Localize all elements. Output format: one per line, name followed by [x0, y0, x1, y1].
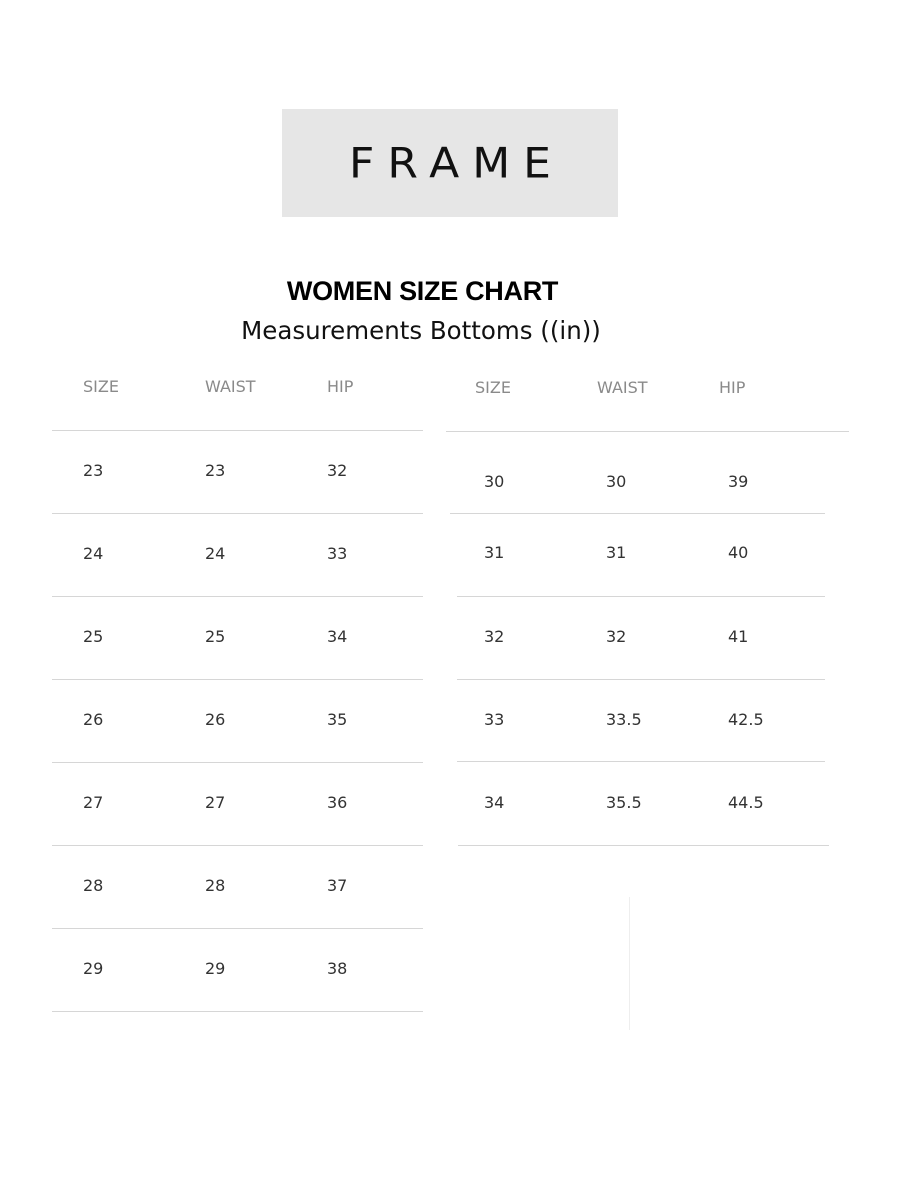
row-divider: [457, 596, 825, 597]
waist-cell: 35.5: [606, 793, 642, 812]
hip-cell: 42.5: [728, 710, 764, 729]
waist-cell: 32: [606, 627, 627, 646]
waist-cell: 31: [606, 543, 627, 562]
size-cell: 32: [484, 627, 505, 646]
size-cell: 28: [83, 876, 104, 895]
waist-cell: 27: [205, 793, 226, 812]
hip-cell: 33: [327, 544, 348, 563]
row-divider: [457, 761, 825, 762]
waist-cell: 28: [205, 876, 226, 895]
size-cell: 23: [83, 461, 104, 480]
frame-logo: FRAME: [282, 109, 618, 217]
header-divider: [446, 431, 849, 432]
row-divider: [52, 845, 423, 846]
column-header: HIP: [327, 377, 354, 396]
waist-cell: 33.5: [606, 710, 642, 729]
row-divider: [52, 679, 423, 680]
page-subtitle: Measurements Bottoms ((in)): [241, 316, 601, 345]
hip-cell: 44.5: [728, 793, 764, 812]
size-cell: 27: [83, 793, 104, 812]
hip-cell: 34: [327, 627, 348, 646]
waist-cell: 26: [205, 710, 226, 729]
size-cell: 30: [484, 472, 505, 491]
size-cell: 31: [484, 543, 505, 562]
row-divider: [457, 679, 825, 680]
row-divider: [52, 928, 423, 929]
column-header: WAIST: [205, 377, 256, 396]
waist-cell: 23: [205, 461, 226, 480]
waist-cell: 25: [205, 627, 226, 646]
waist-cell: 30: [606, 472, 627, 491]
logo-text: FRAME: [349, 138, 564, 188]
row-divider: [52, 513, 423, 514]
size-cell: 26: [83, 710, 104, 729]
page-title: WOMEN SIZE CHART: [286, 276, 559, 306]
divider: [629, 897, 630, 1030]
hip-cell: 32: [327, 461, 348, 480]
hip-cell: 41: [728, 627, 749, 646]
hip-cell: 36: [327, 793, 348, 812]
header-divider: [52, 430, 423, 431]
size-cell: 24: [83, 544, 104, 563]
hip-cell: 38: [327, 959, 348, 978]
row-divider: [52, 1011, 423, 1012]
column-header: WAIST: [597, 378, 648, 397]
size-cell: 29: [83, 959, 104, 978]
column-header: HIP: [719, 378, 746, 397]
row-divider: [52, 596, 423, 597]
size-cell: 34: [484, 793, 505, 812]
column-header: SIZE: [475, 378, 511, 397]
hip-cell: 40: [728, 543, 749, 562]
waist-cell: 24: [205, 544, 226, 563]
row-divider: [52, 762, 423, 763]
hip-cell: 37: [327, 876, 348, 895]
size-cell: 25: [83, 627, 104, 646]
waist-cell: 29: [205, 959, 226, 978]
row-divider: [450, 513, 825, 514]
hip-cell: 35: [327, 710, 348, 729]
column-header: SIZE: [83, 377, 119, 396]
hip-cell: 39: [728, 472, 749, 491]
row-divider: [458, 845, 829, 846]
size-cell: 33: [484, 710, 505, 729]
